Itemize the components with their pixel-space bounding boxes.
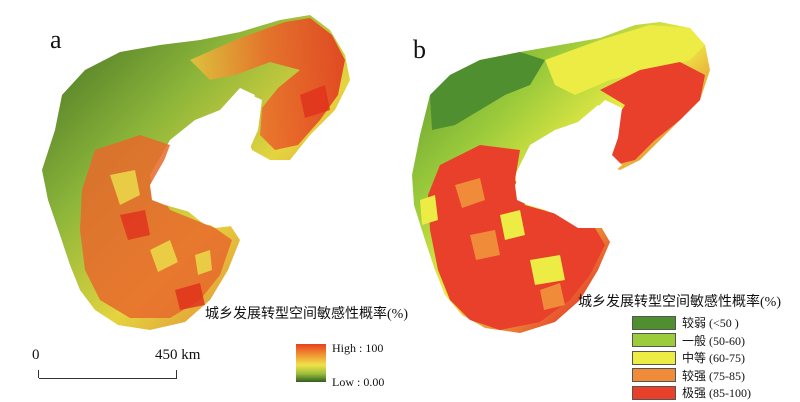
class-legend-title: 城乡发展转型空间敏感性概率(%) <box>578 295 781 310</box>
gradient-high-label: High : 100 <box>332 341 384 355</box>
class-legend: 较弱 (<50 ) 一般 (50-60) 中等 (60-75) 较强 (75-8… <box>632 314 751 402</box>
class-swatch-1 <box>632 333 676 347</box>
class-legend-row: 较弱 (<50 ) <box>632 314 751 331</box>
map-b-northwest <box>430 52 545 130</box>
map-a-sea <box>150 92 262 228</box>
class-legend-row: 中等 (60-75) <box>632 349 751 366</box>
class-swatch-4 <box>632 385 676 400</box>
scale-bar-left-tick <box>38 370 39 378</box>
class-swatch-3 <box>632 368 676 382</box>
panel-label-b: b <box>413 35 426 64</box>
class-swatch-2 <box>632 350 676 365</box>
class-label-3: 较强 (75-85) <box>682 368 745 383</box>
gradient-low-label: Low : 0.00 <box>332 375 385 389</box>
map-b-sea <box>515 100 622 228</box>
map-b <box>412 22 710 333</box>
class-label-2: 中等 (60-75) <box>682 351 745 365</box>
map-a <box>42 15 350 330</box>
scale-bar-line <box>39 378 177 379</box>
class-swatch-0 <box>632 315 676 330</box>
scale-bar-right-tick <box>176 370 177 378</box>
panel-label-a: a <box>50 25 62 54</box>
gradient-legend-bar <box>296 344 326 382</box>
class-label-1: 一般 (50-60) <box>682 333 745 348</box>
class-legend-row: 一般 (50-60) <box>632 332 751 349</box>
map-b-north-red <box>600 62 705 165</box>
class-label-0: 较弱 (<50 ) <box>682 316 739 330</box>
map-b-patches-yellow <box>420 195 565 285</box>
map-b-patches-orange <box>455 178 565 310</box>
class-legend-row: 较强 (75-85) <box>632 367 751 384</box>
scale-bar-max-label: 450 km <box>155 347 201 363</box>
map-a-patches-yellow <box>110 170 212 275</box>
class-legend-row: 极强 (85-100) <box>632 384 751 401</box>
map-a-patches-red <box>120 85 330 310</box>
map-b-north-strip <box>545 25 705 95</box>
scale-bar-zero-label: 0 <box>32 347 40 363</box>
class-label-4: 极强 (85-100) <box>682 386 751 400</box>
continuous-legend-title: 城乡发展转型空间敏感性概率(%) <box>205 307 408 322</box>
